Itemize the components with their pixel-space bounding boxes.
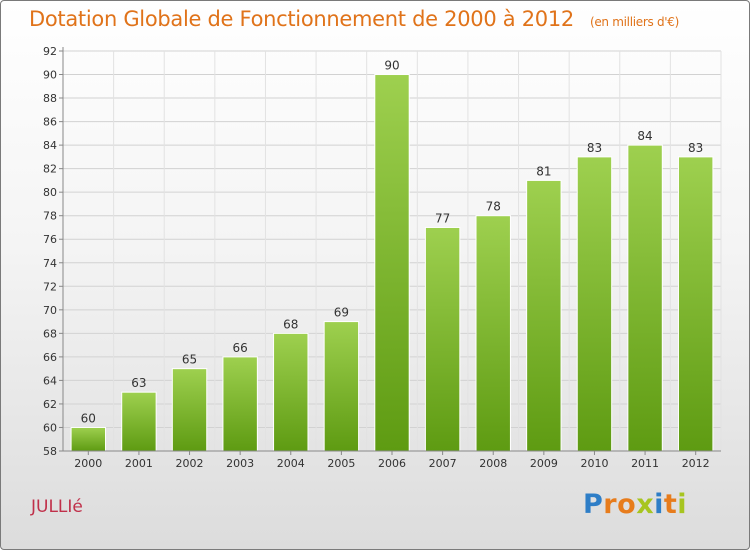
logo-letter: x [636, 489, 655, 520]
bar-2000 [70, 426, 107, 452]
bar-2002 [171, 368, 208, 452]
bar-2011 [627, 144, 663, 452]
proxiti-logo[interactable]: Proxiti [583, 489, 687, 520]
y-tick-label: 78 [43, 210, 57, 223]
data-label: 63 [131, 376, 146, 390]
data-label: 83 [688, 141, 703, 155]
x-tick-label: 2004 [277, 457, 305, 470]
bar-2008 [475, 215, 511, 452]
x-axis: 2000 2001 2002 2003 2004 2005 2006 2007 2008 2009… [63, 450, 721, 470]
logo-letter: t [663, 489, 678, 520]
chart-subtitle: (en milliers d'€) [589, 15, 679, 29]
data-label: 69 [334, 306, 349, 320]
data-label: 77 [435, 211, 450, 225]
y-tick-label: 60 [43, 421, 57, 434]
x-tick-label: 2008 [479, 457, 507, 470]
y-tick-label: 58 [43, 445, 57, 458]
x-tick-label: 2002 [176, 457, 204, 470]
data-label: 81 [536, 164, 551, 178]
y-tick-label: 62 [43, 398, 57, 411]
y-tick-label: 80 [43, 186, 57, 199]
y-tick-label: 84 [43, 139, 57, 152]
y-tick-label: 70 [43, 304, 57, 317]
x-tick-label: 2006 [378, 457, 406, 470]
x-tick-label: 2010 [580, 457, 608, 470]
title-text: Dotation Globale de Fonctionnement de 20… [29, 7, 574, 31]
data-label: 66 [233, 341, 248, 355]
data-label: 90 [384, 59, 399, 73]
y-axis: 58 60 62 64 66 68 70 72 74 76 78 80 82 84 86 88 90 92 [43, 45, 64, 458]
commune-name: JULLIé [31, 497, 83, 517]
y-tick-label: 66 [43, 351, 57, 364]
x-tick-label: 2000 [74, 457, 102, 470]
x-tick-label: 2011 [631, 457, 659, 470]
y-tick-label: 76 [43, 233, 57, 246]
data-label: 84 [637, 129, 652, 143]
x-tick-label: 2012 [682, 457, 710, 470]
y-tick-label: 72 [43, 280, 57, 293]
bars [70, 74, 714, 452]
y-tick-label: 64 [43, 374, 57, 387]
bar-2005 [323, 321, 360, 452]
y-tick-label: 68 [43, 327, 57, 340]
x-tick-label: 2005 [327, 457, 355, 470]
data-label: 78 [486, 200, 501, 214]
y-tick-label: 74 [43, 257, 57, 270]
logo-letter: o [617, 489, 637, 520]
data-label: 65 [182, 353, 197, 367]
logo-letter: P [583, 489, 604, 520]
data-labels: 60 63 65 66 68 69 90 77 78 81 83 84 83 [81, 59, 704, 426]
x-tick-label: 2003 [226, 457, 254, 470]
y-tick-label: 90 [43, 69, 57, 82]
bar-2009 [526, 179, 562, 452]
bar-2007 [424, 226, 461, 452]
logo-letter: i [677, 489, 688, 520]
y-tick-label: 82 [43, 163, 57, 176]
chart-title: Dotation Globale de Fonctionnement de 20… [29, 7, 679, 31]
data-label: 60 [81, 411, 96, 425]
bar-2003 [222, 356, 258, 452]
data-label: 83 [587, 141, 602, 155]
x-tick-label: 2007 [429, 457, 457, 470]
x-tick-label: 2009 [530, 457, 558, 470]
y-tick-label: 92 [43, 45, 57, 58]
y-tick-label: 88 [43, 92, 57, 105]
bar-2004 [273, 332, 309, 452]
bar-2001 [121, 391, 157, 452]
data-label: 68 [283, 317, 298, 331]
x-tick-label: 2001 [125, 457, 153, 470]
y-tick-label: 86 [43, 116, 57, 129]
logo-letter: i [654, 489, 664, 520]
bar-2012 [677, 156, 714, 452]
bar-2006 [374, 74, 410, 452]
logo-letter: r [603, 489, 618, 520]
bar-2010 [576, 156, 613, 452]
